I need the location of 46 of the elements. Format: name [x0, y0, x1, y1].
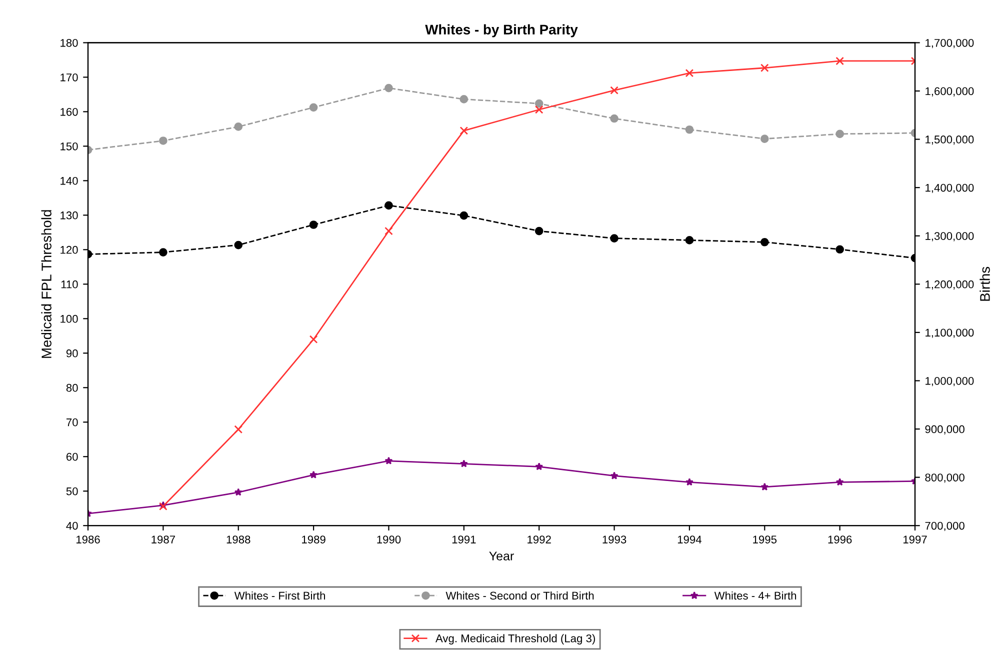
y-tick-label: 180	[60, 38, 78, 47]
y2-tick-label: 1,600,000	[926, 87, 974, 96]
x-tick-label: 1997	[903, 536, 927, 544]
y2-tick-label: 800,000	[925, 474, 964, 483]
y-tick-label: 160	[60, 108, 78, 116]
x-tick-label: 1995	[753, 536, 777, 544]
y2-tick-label: 1,000,000	[926, 377, 974, 386]
y-tick-label: 120	[60, 246, 78, 254]
y-axis-title: Medicaid FPL Threshold	[41, 210, 52, 358]
y2-tick-label: 1,100,000	[926, 328, 974, 338]
chart-title: Whites - by Birth Parity	[425, 24, 578, 38]
x-tick-label: 1993	[602, 536, 626, 544]
y2-tick-label: 1,700,000	[926, 38, 974, 48]
y-tick-label: 140	[60, 176, 78, 185]
y-tick-label: 60	[66, 452, 78, 461]
x-tick-label: 1990	[377, 536, 401, 544]
y-tick-label: 170	[60, 73, 78, 82]
y-tick-label: 80	[66, 384, 78, 392]
y-tick-label: 130	[60, 211, 78, 220]
y2-tick-label: 1,200,000	[926, 280, 974, 290]
y2-tick-label: 900,000	[925, 425, 964, 434]
y2-tick-label: 700,000	[925, 522, 964, 532]
legend-label: Whites - First Birth	[234, 591, 325, 600]
y-tick-label: 70	[66, 418, 78, 426]
x-tick-label: 1992	[528, 536, 551, 544]
x-axis-title: Year	[489, 552, 514, 560]
x-tick-label: 1991	[452, 536, 476, 544]
x-tick-label: 1994	[678, 536, 702, 544]
legend-label: Avg. Medicaid Threshold (Lag 3)	[435, 634, 595, 645]
y2-tick-label: 1,500,000	[926, 136, 974, 145]
x-tick-label: 1986	[76, 536, 100, 544]
x-tick-label: 1989	[302, 536, 326, 544]
y2-axis-title: Births	[980, 266, 990, 301]
y-tick-label: 100	[60, 314, 78, 323]
x-tick-label: 1987	[152, 536, 175, 544]
y2-tick-label: 1,400,000	[926, 184, 974, 194]
y-tick-label: 50	[66, 487, 78, 496]
x-tick-label: 1988	[226, 536, 250, 544]
x-tick-label: 1996	[828, 536, 852, 544]
y-tick-label: 40	[66, 522, 78, 530]
y-tick-label: 90	[66, 349, 78, 358]
y2-tick-label: 1,300,000	[926, 232, 974, 242]
legend-label: Whites - Second or Third Birth	[446, 591, 594, 600]
y-tick-label: 150	[60, 142, 78, 150]
y-tick-label: 110	[61, 280, 78, 288]
legend-label: Whites - 4+ Birth	[714, 591, 796, 600]
